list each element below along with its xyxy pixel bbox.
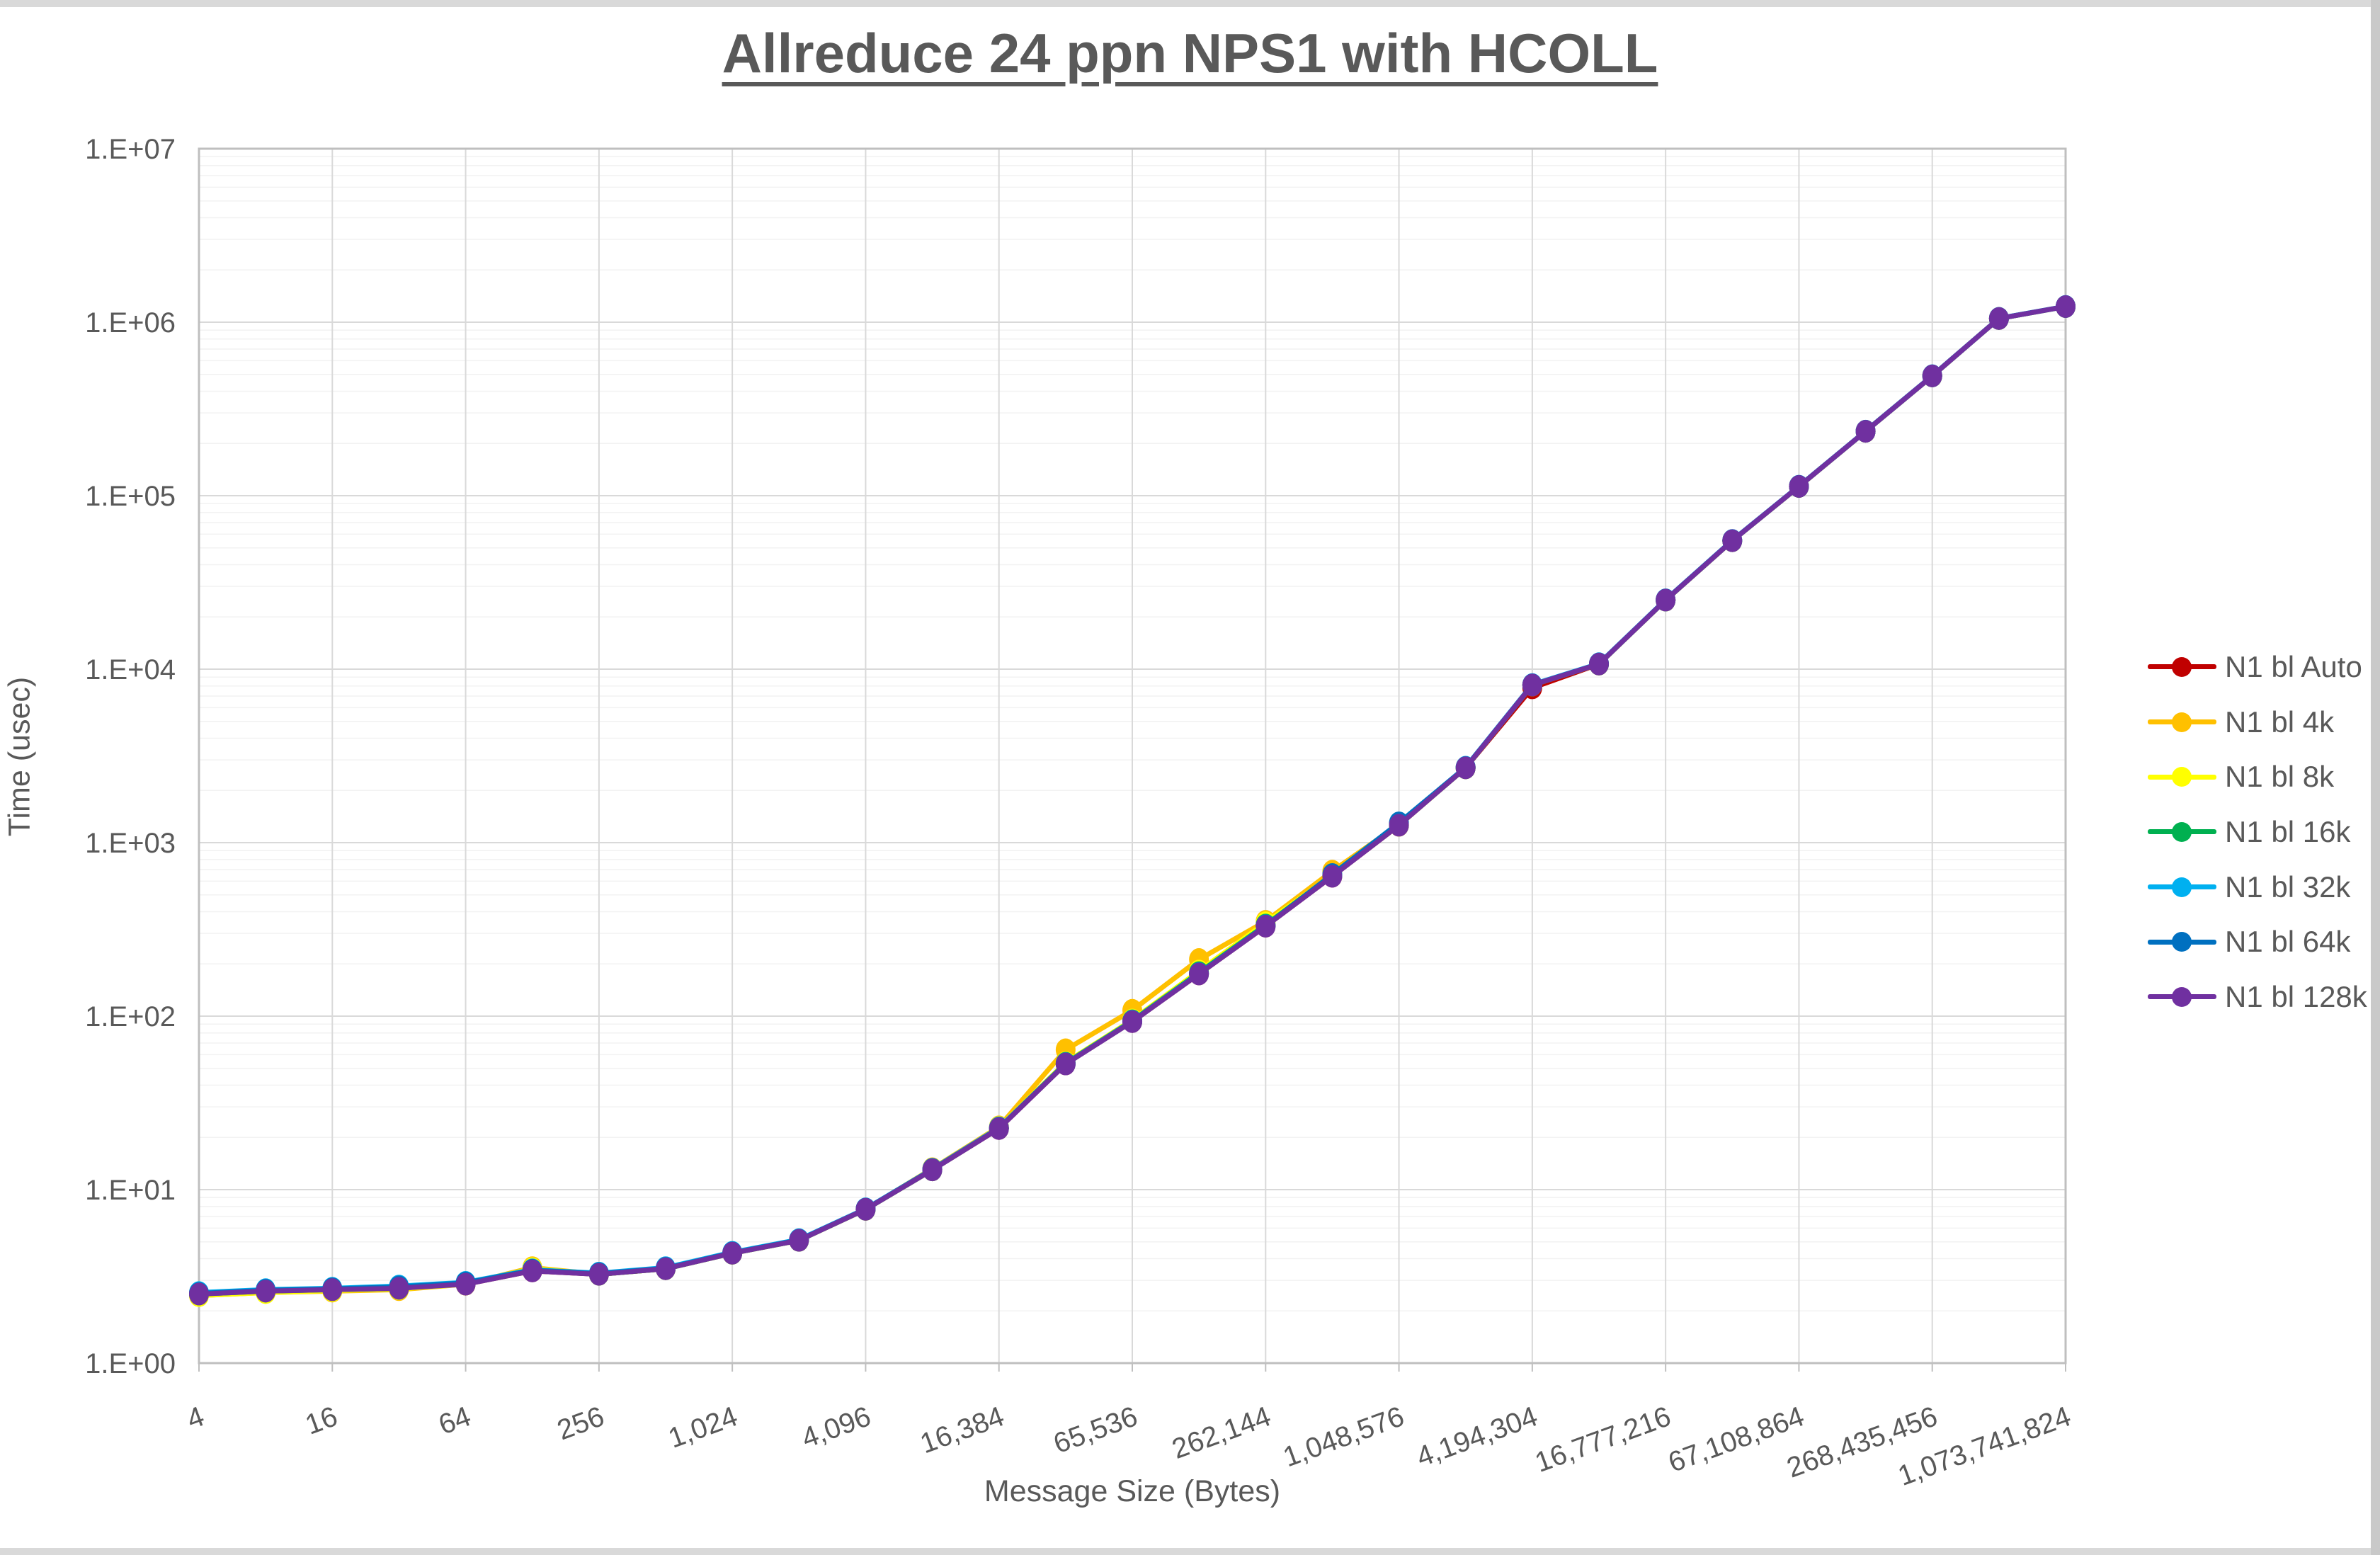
data-point	[1789, 474, 1809, 498]
legend-item-n1-bl-64k: N1 bl 64k	[2148, 914, 2367, 969]
y-tick-label: 1.E+00	[85, 1348, 176, 1379]
data-point	[1322, 865, 1343, 888]
data-point	[722, 1241, 743, 1265]
data-point	[789, 1229, 809, 1252]
legend: N1 bl Auto N1 bl 4k N1 bl 8k N1 bl 16k N…	[2148, 639, 2367, 1025]
x-tick-label: 16,384	[916, 1401, 1008, 1459]
x-tick-label: 1,048,576	[1279, 1401, 1408, 1473]
y-tick-label: 1.E+01	[85, 1175, 176, 1206]
data-point	[389, 1277, 409, 1300]
data-point	[922, 1158, 943, 1182]
y-tick-label: 1.E+04	[85, 654, 176, 685]
legend-marker-n1-bl-16k	[2148, 821, 2216, 842]
data-point	[1722, 529, 1743, 552]
window-bottom-edge	[0, 1548, 2380, 1555]
legend-marker-n1-bl-128k	[2148, 986, 2216, 1007]
legend-marker-n1-bl-auto	[2148, 656, 2216, 677]
x-tick-label: 4	[183, 1401, 208, 1435]
data-point	[189, 1282, 209, 1306]
x-tick-label: 16,777,216	[1531, 1401, 1675, 1479]
x-tick-label: 256	[553, 1401, 608, 1446]
legend-label: N1 bl 8k	[2225, 760, 2335, 794]
legend-label: N1 bl 32k	[2225, 870, 2351, 904]
legend-item-n1-bl-16k: N1 bl 16k	[2148, 804, 2367, 860]
y-tick-label: 1.E+03	[85, 828, 176, 859]
legend-marker-n1-bl-4k	[2148, 712, 2216, 732]
window-top-edge	[0, 0, 2380, 7]
x-tick-label: 1,024	[664, 1401, 741, 1454]
data-point	[1855, 420, 1876, 443]
window-right-edge	[2371, 0, 2380, 1555]
legend-item-n1-bl-32k: N1 bl 32k	[2148, 860, 2367, 915]
x-tick-label: 64	[435, 1401, 475, 1441]
legend-marker-n1-bl-8k	[2148, 767, 2216, 787]
legend-item-n1-bl-128k: N1 bl 128k	[2148, 969, 2367, 1025]
data-point	[1656, 588, 1676, 612]
data-point	[588, 1263, 609, 1286]
data-point	[1922, 364, 1942, 387]
legend-item-n1-bl-4k: N1 bl 4k	[2148, 695, 2367, 750]
data-point	[1455, 756, 1476, 780]
x-tick-label: 65,536	[1049, 1401, 1141, 1459]
legend-label: N1 bl 16k	[2225, 814, 2351, 848]
data-point	[1122, 1010, 1142, 1033]
x-tick-label: 4,194,304	[1413, 1401, 1542, 1473]
data-point	[256, 1280, 276, 1303]
y-tick-label: 1.E+02	[85, 1001, 176, 1032]
data-point	[1189, 962, 1209, 986]
plot-border	[198, 147, 2067, 1365]
data-point	[522, 1259, 542, 1282]
series-n1-bl-128k	[189, 295, 2076, 1306]
legend-label: N1 bl 64k	[2225, 925, 2351, 959]
data-point	[1988, 307, 2009, 330]
data-point	[1522, 673, 1542, 697]
data-point	[656, 1257, 676, 1280]
y-tick-label: 1.E+05	[85, 481, 176, 512]
legend-item-n1-bl-8k: N1 bl 8k	[2148, 749, 2367, 804]
data-point	[1589, 652, 1609, 676]
legend-marker-n1-bl-32k	[2148, 877, 2216, 897]
y-axis-tick-labels: 1.E+00 1.E+01 1.E+02 1.E+03 1.E+04 1.E+05 1.E+…	[85, 134, 176, 1379]
data-point	[322, 1278, 343, 1301]
legend-label: N1 bl 4k	[2225, 705, 2335, 739]
data-point	[855, 1197, 876, 1221]
x-tick-label: 4,096	[797, 1401, 875, 1454]
y-tick-label: 1.E+06	[85, 307, 176, 338]
data-point	[455, 1272, 476, 1296]
legend-item-n1-bl-auto: N1 bl Auto	[2148, 639, 2367, 695]
x-tick-label: 262,144	[1168, 1401, 1275, 1465]
chart-title: Allreduce 24 ppn NPS1 with HCOLL	[722, 22, 1658, 84]
data-point	[1389, 814, 1409, 837]
data-point	[1055, 1052, 1076, 1076]
y-axis-title: Time (usec)	[2, 676, 37, 837]
x-axis-title: Message Size (Bytes)	[984, 1474, 1281, 1508]
legend-marker-n1-bl-64k	[2148, 932, 2216, 952]
legend-label: N1 bl Auto	[2225, 649, 2362, 683]
legend-label: N1 bl 128k	[2225, 979, 2367, 1013]
data-point	[2056, 295, 2076, 318]
data-point	[989, 1117, 1009, 1140]
data-point	[1256, 914, 1276, 938]
x-tick-label: 16	[301, 1401, 341, 1441]
y-tick-label: 1.E+07	[85, 134, 176, 165]
